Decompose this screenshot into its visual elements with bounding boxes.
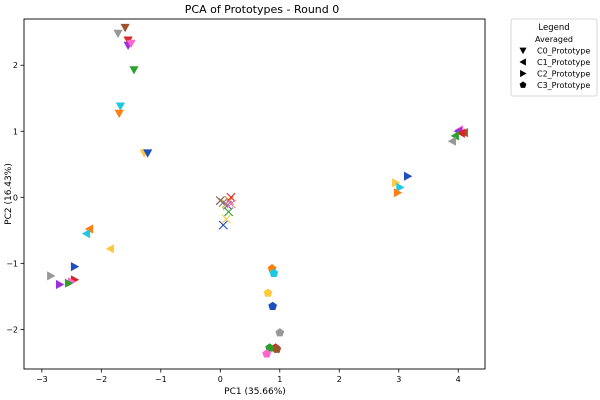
data-point-triangle-right [56,279,65,290]
data-point-triangle-left [105,244,114,254]
plot-frame [23,18,486,370]
x-tick-label: 0 [218,375,223,384]
data-point-pentagon [275,328,285,337]
data-point-x [226,199,236,209]
data-point-pentagon [265,343,274,352]
legend-label: C1_Prototype [537,58,590,67]
data-point-triangle-down [113,29,123,39]
data-point-x [221,214,231,224]
legend-frame [510,18,598,97]
x-tick-label: 1 [277,375,282,384]
data-point-triangle-left [81,229,91,239]
data-point-triangle-right [47,271,56,281]
legend: Legend Averaged C0_Prototype C1_Prototype C… [510,18,598,97]
legend-label: C2_Prototype [537,70,590,79]
legend-marker-triangle-left [519,58,526,66]
x-axis-label: PC1 (35.66%) [224,387,286,397]
data-point-triangle-right [392,178,401,188]
data-point-triangle-down [126,39,136,48]
x-tick-label: −2 [95,375,107,384]
data-point-x [218,220,228,230]
legend-marker-triangle-right [520,69,527,78]
y-tick-label: −2 [6,325,18,334]
plot-area [47,23,468,358]
data-point-triangle-right [404,171,413,181]
data-point-pentagon [268,301,277,310]
legend-title: Legend [538,23,569,33]
y-tick-label: −1 [6,259,18,268]
axes: −3 −2 −1 0 1 2 3 4 −2 −1 0 1 2 [6,61,461,384]
y-tick-label: 0 [13,193,18,202]
data-point-triangle-down [143,149,153,158]
data-point-x [224,207,234,217]
data-point-triangle-left [450,131,459,141]
y-axis-label: PC2 (16.43%) [4,163,14,225]
x-tick-label: −1 [155,375,167,384]
data-point-triangle-down [129,66,139,75]
y-tick-label: 2 [13,61,18,70]
legend-entries: Averaged C0_Prototype C1_Prototype C2_Proto… [519,35,590,90]
data-point-triangle-down [120,23,130,33]
legend-label: C3_Prototype [537,81,590,90]
data-point-triangle-left [447,136,456,146]
legend-marker-pentagon [519,81,527,88]
chart-title: PCA of Prototypes - Round 0 [185,3,340,16]
data-point-x [226,192,236,202]
x-tick-label: 2 [337,375,342,384]
data-point-triangle-down [114,109,124,118]
data-point-pentagon [262,349,272,358]
legend-label: C0_Prototype [537,47,590,56]
data-point-triangle-right [393,188,403,198]
data-point-pentagon [269,268,279,277]
data-point-pentagon [272,344,282,353]
legend-label: Averaged [535,35,573,44]
data-point-triangle-down [115,102,125,111]
data-point-triangle-right [70,262,80,272]
y-tick-label: 1 [13,127,18,136]
x-tick-label: −3 [36,375,48,384]
legend-marker-triangle-down [519,47,527,55]
x-tick-label: 4 [456,375,461,384]
data-point-triangle-left [84,224,94,234]
x-tick-label: 3 [396,375,401,384]
data-point-pentagon [263,288,273,297]
data-point-triangle-left [456,128,465,138]
data-point-x [218,197,228,208]
data-point-triangle-right [64,278,74,288]
data-point-triangle-right [396,182,405,192]
